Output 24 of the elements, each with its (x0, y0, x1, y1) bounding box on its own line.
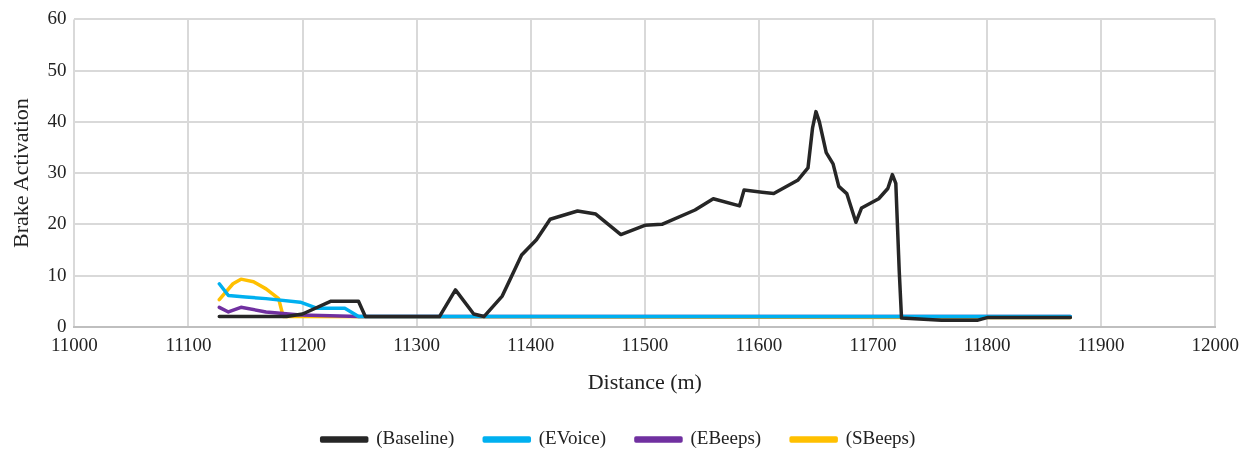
y-tick-label: 30 (47, 161, 67, 183)
x-tick-label: 11000 (51, 334, 98, 356)
y-tick-label: 50 (47, 58, 67, 80)
x-tick-label: 11300 (393, 334, 441, 356)
legend-label: (SBeeps) (845, 427, 916, 450)
x-tick-label: 11700 (849, 334, 897, 356)
x-tick-label: 11200 (279, 334, 326, 356)
y-axis-title: Brake Activation (7, 98, 33, 248)
x-tick-label: 11100 (165, 334, 212, 356)
y-tick-label: 10 (47, 263, 67, 285)
x-tick-label: 11800 (963, 334, 1011, 356)
x-tick-label: 12000 (1191, 334, 1239, 356)
x-tick-label: 11500 (621, 334, 669, 356)
x-axis-title: Distance (m) (587, 368, 702, 394)
x-tick-label: 11400 (507, 334, 555, 356)
y-tick-label: 60 (47, 7, 67, 29)
y-tick-label: 0 (56, 314, 67, 336)
legend-label: (EVoice) (538, 427, 606, 450)
legend-label: (Baseline) (376, 427, 455, 450)
legend-label: (EBeeps) (690, 427, 762, 450)
x-tick-label: 11900 (1077, 334, 1125, 356)
y-tick-label: 40 (47, 109, 67, 131)
y-tick-label: 20 (47, 212, 67, 234)
x-tick-label: 11600 (735, 334, 783, 356)
